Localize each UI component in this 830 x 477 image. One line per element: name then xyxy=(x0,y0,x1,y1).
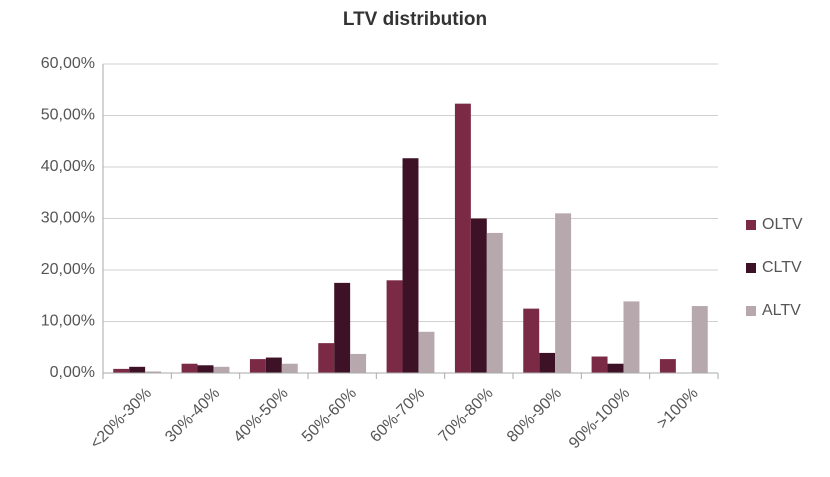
x-tick-label: 30%-40% xyxy=(162,385,223,446)
legend-swatch xyxy=(746,220,756,230)
x-tick-label: 90%-100% xyxy=(566,385,633,452)
y-tick-label: 0,00% xyxy=(50,364,95,381)
legend-swatch xyxy=(746,263,756,273)
x-tick-label: >100% xyxy=(654,385,702,433)
bar xyxy=(197,365,214,373)
x-tick-label: 40%-50% xyxy=(231,385,292,446)
legend-label: OLTV xyxy=(762,216,803,233)
bar xyxy=(691,306,708,373)
chart-title: LTV distribution xyxy=(343,9,487,30)
bar xyxy=(623,301,640,373)
x-tick-label: 70%-80% xyxy=(436,385,497,446)
bar xyxy=(555,213,572,373)
bar xyxy=(591,356,608,373)
y-tick-label: 30,00% xyxy=(41,210,95,227)
bar xyxy=(523,308,540,373)
bar xyxy=(265,357,282,373)
bar xyxy=(470,218,487,373)
x-tick-label: 80%-90% xyxy=(504,385,565,446)
bar xyxy=(281,363,298,373)
bar xyxy=(486,232,503,373)
y-tick-label: 20,00% xyxy=(41,261,95,278)
x-tick-label: 50%-60% xyxy=(299,385,360,446)
y-tick-label: 60,00% xyxy=(41,55,95,72)
bar xyxy=(350,353,367,373)
bar xyxy=(539,352,556,373)
bar xyxy=(145,371,162,373)
bar xyxy=(129,366,146,373)
bar xyxy=(213,366,230,373)
bar xyxy=(181,363,198,373)
bar xyxy=(386,280,403,373)
x-tick-label: <20%-30% xyxy=(87,385,155,453)
bar xyxy=(249,359,266,373)
bar xyxy=(402,158,419,373)
bar xyxy=(454,103,471,373)
bar xyxy=(113,368,130,373)
legend-label: CLTV xyxy=(762,259,802,276)
legend-swatch xyxy=(746,306,756,316)
bar xyxy=(659,359,676,373)
bar xyxy=(334,282,351,373)
y-tick-label: 50,00% xyxy=(41,107,95,124)
bar xyxy=(318,343,335,373)
bar xyxy=(418,331,435,373)
x-tick-label: 60%-70% xyxy=(367,385,428,446)
y-tick-label: 10,00% xyxy=(41,313,95,330)
legend-label: ALTV xyxy=(762,302,801,319)
bar xyxy=(607,363,624,373)
y-tick-label: 40,00% xyxy=(41,158,95,175)
